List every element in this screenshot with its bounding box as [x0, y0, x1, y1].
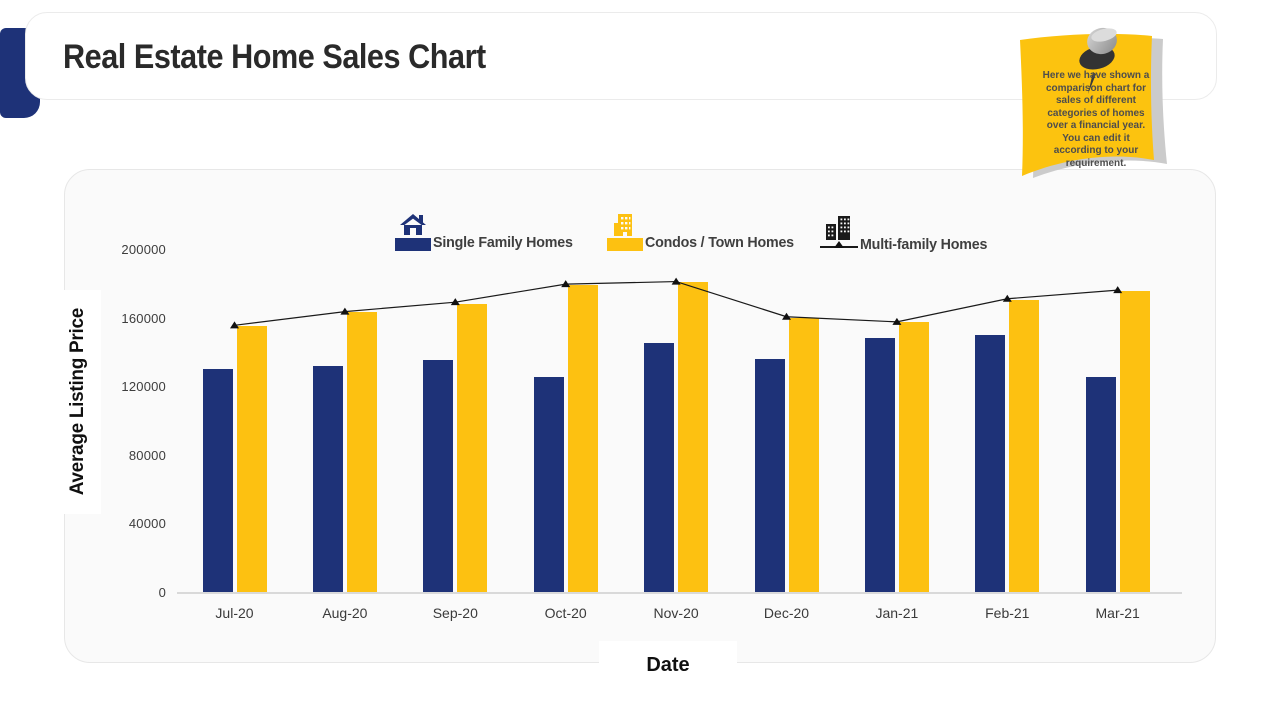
legend-line-marker — [820, 240, 858, 253]
y-axis-title: Average Listing Price — [55, 290, 101, 514]
x-tick-label: Oct-20 — [544, 605, 587, 621]
y-tick-label: 120000 — [121, 379, 166, 395]
y-tick-label: 40000 — [128, 516, 166, 532]
y-tick-label: 200000 — [121, 242, 166, 257]
y-tick-label: 0 — [158, 585, 166, 600]
sticky-note: Here we have shown a comparison chart fo… — [1013, 14, 1177, 196]
legend-label-condos: Condos / Town Homes — [645, 234, 794, 251]
x-tick-label: Sep-20 — [432, 605, 478, 621]
legend-label-multi-family: Multi-family Homes — [860, 236, 988, 253]
bar-single-family — [864, 338, 895, 592]
x-axis-title: Date — [599, 641, 737, 689]
sticky-note-text: Here we have shown a comparison chart fo… — [1042, 70, 1150, 169]
buildings-icon — [826, 216, 850, 240]
x-tick-label: Mar-21 — [1095, 605, 1140, 621]
sticky-note-paper — [1020, 33, 1154, 177]
bar-single-family — [1085, 376, 1116, 592]
legend-swatch-single-family — [395, 238, 431, 251]
y-axis-title-text: Average Listing Price — [67, 308, 88, 496]
bar-single-family — [423, 360, 454, 592]
bar-condos — [678, 282, 709, 592]
bar-condos — [236, 326, 267, 592]
y-tick-label: 80000 — [128, 447, 166, 463]
legend-item-condos: Condos / Town Homes — [607, 214, 802, 251]
bar-single-family — [644, 343, 675, 592]
legend-item-single-family: Single Family Homes — [395, 214, 580, 251]
x-tick-label: Dec-20 — [763, 605, 810, 621]
x-tick-label: Nov-20 — [653, 605, 699, 621]
legend-label-single-family: Single Family Homes — [433, 234, 573, 251]
sticky-note-shape — [1020, 27, 1167, 178]
legend-swatch-condos — [607, 238, 643, 251]
bar-condos — [567, 285, 598, 592]
header-card — [25, 12, 1217, 100]
bar-condos — [788, 317, 819, 592]
house-icon — [400, 214, 426, 235]
bar-condos — [346, 312, 377, 592]
x-tick-label: Jan-21 — [875, 605, 919, 621]
legend-item-multi-family: Multi-family Homes — [820, 214, 994, 253]
x-axis-line — [177, 592, 1182, 594]
bar-condos — [1119, 291, 1150, 592]
bar-single-family — [202, 369, 233, 592]
bar-single-family — [533, 376, 564, 592]
bar-condos — [1009, 300, 1040, 592]
building-icon — [614, 214, 632, 236]
page-title: Real Estate Home Sales Chart — [63, 38, 486, 76]
pushpin-icon — [1079, 27, 1117, 94]
x-axis-title-text: Date — [646, 653, 690, 676]
x-tick-label: Feb-21 — [985, 605, 1030, 621]
bar-single-family — [754, 358, 785, 592]
bar-condos — [457, 303, 488, 592]
bar-condos — [898, 321, 929, 592]
bar-single-family — [312, 365, 343, 592]
bar-single-family — [975, 334, 1006, 592]
x-tick-label: Jul-20 — [215, 605, 254, 621]
x-tick-label: Aug-20 — [322, 605, 368, 621]
y-tick-label: 160000 — [121, 310, 166, 326]
